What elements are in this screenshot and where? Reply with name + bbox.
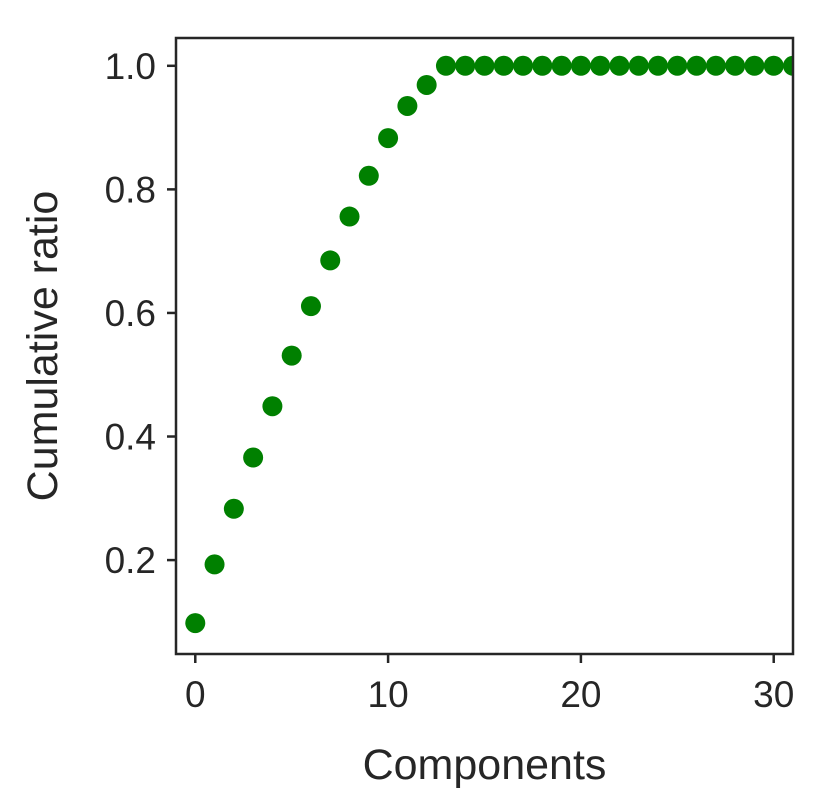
data-point — [339, 206, 360, 227]
data-points — [185, 55, 793, 634]
x-tick-label: 10 — [368, 674, 409, 715]
data-point — [783, 55, 793, 76]
y-tick-label: 1.0 — [105, 46, 156, 87]
data-point — [435, 55, 456, 76]
data-point — [320, 250, 341, 271]
data-point — [358, 165, 379, 186]
plot-frame — [174, 36, 795, 656]
data-point — [686, 55, 707, 76]
x-tick-label: 30 — [753, 674, 794, 715]
data-point — [667, 55, 688, 76]
data-point — [243, 447, 264, 468]
data-point — [204, 554, 225, 575]
data-point — [397, 95, 418, 116]
x-tick-label: 20 — [560, 674, 601, 715]
data-point — [223, 498, 244, 519]
y-axis: 0.2 0.4 0.6 0.8 1.0 — [105, 46, 176, 581]
data-point — [570, 55, 591, 76]
data-point — [513, 55, 534, 76]
data-point — [300, 296, 321, 317]
data-point — [416, 74, 437, 95]
y-tick-label: 0.8 — [105, 169, 156, 210]
data-point — [609, 55, 630, 76]
x-axis-title: Components — [363, 741, 607, 789]
y-axis-title: Cumulative ratio — [19, 191, 67, 502]
data-point — [725, 55, 746, 76]
data-point — [705, 55, 726, 76]
data-point — [281, 345, 302, 366]
data-point — [493, 55, 514, 76]
data-point — [628, 55, 649, 76]
data-point — [262, 396, 283, 417]
data-point — [474, 55, 495, 76]
y-tick-label: 0.6 — [105, 293, 156, 334]
data-point — [551, 55, 572, 76]
data-point — [455, 55, 476, 76]
y-tick-label: 0.4 — [105, 417, 156, 458]
data-point — [590, 55, 611, 76]
data-point — [532, 55, 553, 76]
data-point — [648, 55, 669, 76]
data-point — [185, 613, 206, 634]
x-axis: 0 10 20 30 — [185, 654, 794, 715]
y-tick-label: 0.2 — [105, 540, 156, 581]
data-point — [763, 55, 784, 76]
data-point — [744, 55, 765, 76]
data-point — [378, 128, 399, 149]
x-tick-label: 0 — [185, 674, 206, 715]
